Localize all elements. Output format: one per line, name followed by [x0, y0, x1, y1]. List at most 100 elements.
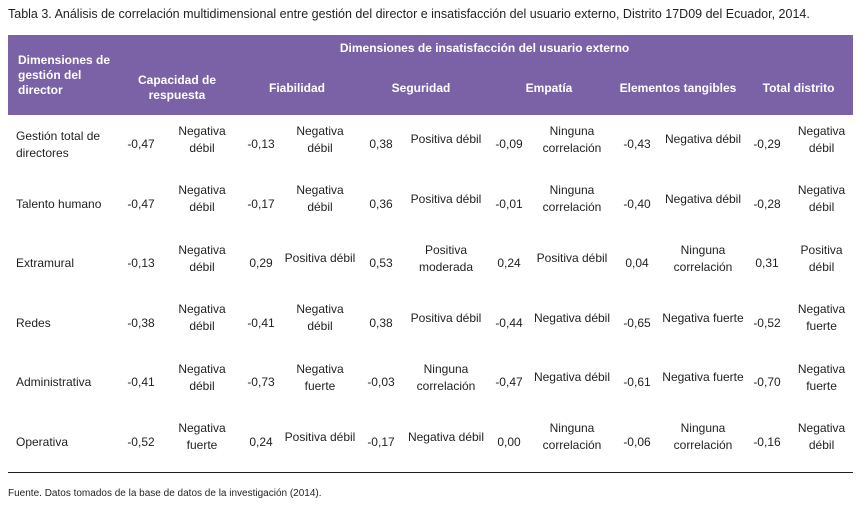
correlation-cell: Positiva débil — [406, 175, 486, 235]
correlation-description: Ninguna correlación — [673, 242, 733, 274]
correlation-description: Negativa débil — [407, 429, 485, 444]
column-header: Elementos tangibles — [612, 61, 744, 115]
correlation-description: Ninguna correlación — [542, 421, 602, 453]
correlation-value: 0,31 — [755, 256, 779, 271]
column-headers: Capacidad de respuesta Fiabilidad Segurida… — [8, 61, 854, 115]
correlation-description: Positiva débil — [800, 242, 843, 274]
correlation-cell: Negativa fuerte — [166, 412, 238, 473]
correlation-cell: Negativa débil — [406, 412, 486, 473]
correlation-cell: Ninguna correlación — [662, 234, 744, 294]
correlation-value: -0,73 — [247, 375, 275, 390]
correlation-description: Negativa débil — [797, 421, 846, 453]
row-label: Operativa — [8, 412, 116, 473]
table-row: Extramural -0,13 Negativa débil 0,29 Positiv… — [8, 234, 853, 294]
table-body: Gestión total de directores -0,47 Negativa… — [8, 115, 854, 473]
correlation-value: -0,65 — [623, 315, 651, 330]
correlation-description: Negativa fuerte — [662, 370, 744, 385]
row-label: Extramural — [16, 256, 75, 271]
correlation-cell: Negativa fuerte — [662, 353, 744, 413]
correlation-cell: Ninguna correlación — [406, 353, 486, 413]
correlation-description: Ninguna correlación — [542, 183, 602, 215]
correlation-value: -0,44 — [495, 315, 523, 330]
correlation-value: -0,61 — [623, 375, 651, 390]
correlation-description: Negativa débil — [178, 361, 226, 393]
correlation-description: Negativa fuerte — [797, 361, 846, 393]
correlation-value: 0,38 — [369, 137, 393, 152]
correlation-cell: Positiva débil — [406, 115, 486, 175]
correlation-description: Negativa débil — [178, 123, 226, 155]
correlation-value: 0,38 — [369, 315, 393, 330]
correlation-value: -0,52 — [116, 412, 166, 473]
correlation-cell: Negativa débil — [284, 115, 356, 175]
source-note: Fuente. Datos tomados de la base de dato… — [8, 488, 322, 499]
correlation-description: Negativa fuerte — [178, 421, 226, 453]
column-header: Total distrito — [744, 61, 854, 115]
correlation-value: -0,13 — [247, 137, 275, 152]
correlation-cell: Negativa fuerte — [284, 353, 356, 413]
correlation-value: -0,38 — [127, 315, 155, 330]
correlation-value: -0,17 — [356, 412, 406, 473]
correlation-table-container: Dimensiones de gestión del director Dime… — [8, 35, 854, 473]
correlation-description: Ninguna correlación — [416, 361, 476, 393]
correlation-description: Positiva débil — [284, 429, 356, 444]
correlation-cell: Negativa débil — [532, 353, 612, 413]
correlation-table: Dimensiones de gestión del director Dime… — [8, 35, 854, 473]
table-header: Dimensiones de gestión del director Dime… — [8, 35, 854, 115]
correlation-cell: Positiva débil — [284, 234, 356, 294]
correlation-value: -0,41 — [247, 315, 275, 330]
correlation-value: 0,53 — [369, 256, 393, 271]
table-row: Administrativa -0,41 Negativa débil -0,73 Ne… — [8, 353, 853, 413]
correlation-cell: Ninguna correlación — [662, 412, 744, 473]
correlation-cell: Negativa débil — [790, 175, 853, 235]
row-label: Redes — [16, 315, 51, 330]
correlation-cell: Negativa débil — [166, 175, 238, 235]
correlation-cell: Ninguna correlación — [532, 175, 612, 235]
correlation-description: Negativa débil — [533, 370, 611, 385]
correlation-description: Negativa débil — [533, 310, 611, 325]
correlation-description: Positiva débil — [410, 191, 482, 206]
correlation-cell: Negativa débil — [166, 234, 238, 294]
row-dimension-header: Dimensiones de gestión del director — [8, 35, 116, 115]
correlation-cell: Ninguna correlación — [532, 412, 612, 473]
correlation-cell: Negativa débil — [790, 115, 853, 175]
correlation-description: Negativa débil — [178, 242, 226, 274]
correlation-description: Negativa débil — [296, 302, 344, 334]
correlation-value: 0,24 — [497, 256, 521, 271]
correlation-description: Positiva débil — [410, 132, 482, 147]
correlation-description: Negativa fuerte — [797, 302, 846, 334]
table-row: Talento humano -0,47 Negativa débil -0,17 Ne… — [8, 175, 853, 235]
correlation-cell: Ninguna correlación — [532, 115, 612, 175]
correlation-cell: Negativa débil — [166, 115, 238, 175]
correlation-cell: Positiva débil — [406, 294, 486, 354]
correlation-value: -0,47 — [495, 375, 523, 390]
correlation-description: Ninguna correlación — [673, 421, 733, 453]
column-header: Empatía — [486, 61, 612, 115]
correlation-value: 0,00 — [486, 412, 532, 473]
column-header: Fiabilidad — [238, 61, 356, 115]
correlation-cell: Negativa débil — [284, 294, 356, 354]
correlation-cell: Negativa fuerte — [790, 294, 853, 354]
correlation-cell: Negativa débil — [790, 412, 854, 473]
correlation-value: -0,09 — [495, 137, 523, 152]
table-row: Redes -0,38 Negativa débil -0,41 Negativa dé… — [8, 294, 853, 354]
correlation-description: Negativa débil — [797, 123, 846, 155]
correlation-description: Negativa débil — [797, 183, 846, 215]
correlation-cell: Positiva débil — [532, 234, 612, 294]
correlation-value: 0,36 — [369, 196, 393, 211]
correlation-value: -0,16 — [744, 412, 790, 473]
row-label: Gestión total de directores — [16, 128, 101, 160]
correlation-cell: Positiva débil — [284, 412, 356, 473]
correlation-cell: Negativa débil — [166, 294, 238, 354]
table-row: Gestión total de directores -0,47 Negativa… — [8, 115, 853, 175]
correlation-value: -0,40 — [623, 196, 651, 211]
correlation-cell: Positiva moderada — [406, 234, 486, 294]
correlation-description: Positiva débil — [410, 310, 482, 325]
correlation-value: -0,43 — [623, 137, 651, 152]
correlation-value: -0,47 — [127, 137, 155, 152]
correlation-description: Positiva moderada — [418, 242, 474, 274]
correlation-cell: Positiva débil — [790, 234, 853, 294]
correlation-value: -0,17 — [247, 196, 275, 211]
correlation-description: Ninguna correlación — [542, 123, 602, 155]
correlation-cell: Negativa débil — [284, 175, 356, 235]
correlation-value: -0,52 — [753, 315, 781, 330]
